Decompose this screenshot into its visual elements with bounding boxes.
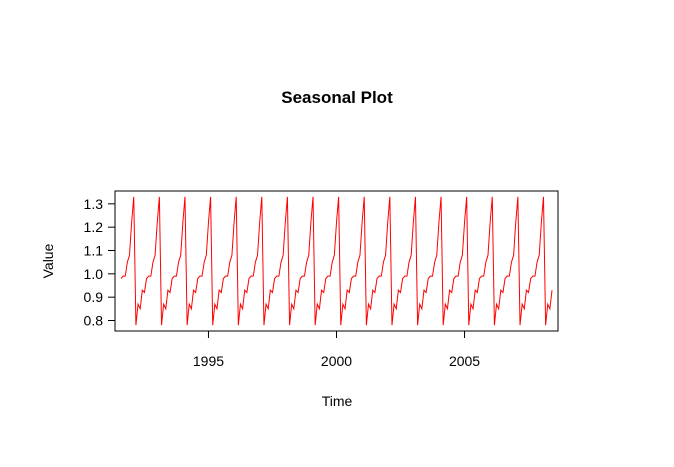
- x-axis: 1995 2000 2005: [193, 331, 480, 369]
- series-line: [120, 196, 553, 326]
- y-tick-label: 1.2: [84, 219, 104, 235]
- x-axis-label: Time: [322, 393, 353, 409]
- x-tick-label: 2005: [449, 353, 480, 369]
- y-tick-label: 1.3: [84, 196, 104, 212]
- y-axis-label: Value: [40, 243, 56, 278]
- y-axis: 0.8 0.9 1.0 1.1 1.2 1.3: [84, 196, 115, 329]
- y-tick-label: 1.0: [84, 266, 104, 282]
- y-tick-label: 0.9: [84, 289, 104, 305]
- plot-frame: [114, 190, 559, 332]
- x-tick-label: 1995: [193, 353, 224, 369]
- chart-title: Seasonal Plot: [281, 88, 393, 107]
- x-tick-label: 2000: [321, 353, 352, 369]
- y-tick-label: 1.1: [84, 243, 104, 259]
- y-tick-label: 0.8: [84, 313, 104, 329]
- series-layer: [120, 196, 553, 326]
